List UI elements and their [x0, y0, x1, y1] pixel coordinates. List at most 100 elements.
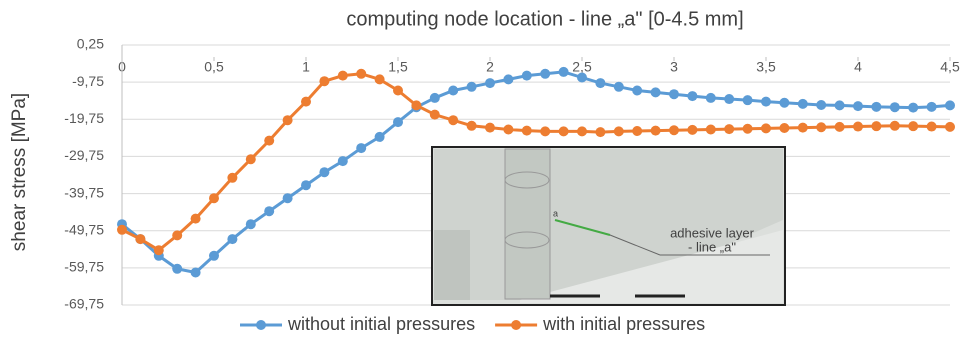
data-point: [319, 167, 329, 177]
data-point: [522, 71, 532, 81]
x-tick-label: 4,5: [940, 59, 960, 75]
data-point: [393, 117, 403, 127]
data-point: [430, 93, 440, 103]
inset-image: a adhesive layer - line „a": [432, 147, 785, 305]
x-tick-label: 1: [302, 59, 310, 75]
data-point: [540, 69, 550, 79]
data-point: [172, 264, 182, 274]
data-point: [264, 206, 274, 216]
data-point: [816, 122, 826, 132]
data-point: [467, 121, 477, 131]
inset-label: adhesive layer: [670, 225, 754, 240]
y-tick-label: 0,25: [77, 36, 104, 52]
data-point: [393, 86, 403, 96]
chart: computing node location - line „a" [0-4.…: [0, 0, 965, 338]
data-point: [191, 214, 201, 224]
data-point: [135, 234, 145, 244]
data-point: [283, 193, 293, 203]
data-point: [908, 121, 918, 131]
data-point: [448, 115, 458, 125]
data-point: [853, 122, 863, 132]
data-point: [779, 123, 789, 133]
y-tick-label: -59,75: [64, 259, 104, 275]
data-point: [172, 230, 182, 240]
legend-marker: [511, 320, 521, 330]
data-point: [651, 126, 661, 136]
data-point: [117, 225, 127, 235]
data-point: [651, 87, 661, 97]
data-point: [356, 143, 366, 153]
data-point: [761, 97, 771, 107]
data-point: [338, 71, 348, 81]
x-tick-label: 2,5: [572, 59, 592, 75]
data-point: [687, 125, 697, 135]
data-point: [871, 121, 881, 131]
data-point: [338, 156, 348, 166]
data-point: [945, 122, 955, 132]
data-point: [743, 124, 753, 134]
data-point: [154, 245, 164, 255]
data-point: [559, 67, 569, 77]
data-point: [724, 94, 734, 104]
x-tick-label: 1,5: [388, 59, 408, 75]
data-point: [835, 100, 845, 110]
data-point: [595, 78, 605, 88]
data-point: [503, 74, 513, 84]
data-point: [503, 125, 513, 135]
y-tick-label: -9,75: [72, 73, 104, 89]
data-point: [319, 76, 329, 86]
data-point: [485, 123, 495, 133]
data-point: [375, 74, 385, 84]
inset-marker: a: [553, 208, 558, 218]
legend-label: with initial pressures: [542, 314, 705, 334]
y-tick-label: -49,75: [64, 221, 104, 237]
data-point: [927, 102, 937, 112]
data-point: [706, 125, 716, 135]
data-point: [430, 110, 440, 120]
y-axis-label: shear stress [MPa]: [9, 93, 30, 251]
data-point: [724, 124, 734, 134]
data-point: [522, 126, 532, 136]
data-point: [283, 115, 293, 125]
data-point: [356, 69, 366, 79]
data-point: [246, 154, 256, 164]
data-point: [209, 251, 219, 261]
data-point: [743, 95, 753, 105]
data-point: [614, 82, 624, 92]
data-point: [540, 126, 550, 136]
chart-title: computing node location - line „a" [0-4.…: [346, 8, 743, 30]
data-point: [577, 73, 587, 83]
data-point: [191, 268, 201, 278]
data-point: [375, 132, 385, 142]
data-point: [853, 101, 863, 111]
data-point: [595, 127, 605, 137]
data-point: [411, 100, 421, 110]
legend-marker: [256, 320, 266, 330]
data-point: [835, 122, 845, 132]
data-point: [264, 136, 274, 146]
x-tick-label: 2: [486, 59, 494, 75]
data-point: [890, 121, 900, 131]
data-point: [779, 98, 789, 108]
data-point: [301, 97, 311, 107]
data-point: [614, 126, 624, 136]
data-point: [227, 234, 237, 244]
x-tick-label: 0,5: [204, 59, 224, 75]
data-point: [927, 122, 937, 132]
y-tick-label: -39,75: [64, 184, 104, 200]
data-point: [871, 102, 881, 112]
data-point: [485, 78, 495, 88]
data-point: [687, 91, 697, 101]
data-point: [669, 89, 679, 99]
data-point: [448, 86, 458, 96]
data-point: [945, 100, 955, 110]
y-tick-label: -69,75: [64, 296, 104, 312]
data-point: [577, 126, 587, 136]
data-point: [761, 123, 771, 133]
data-point: [301, 180, 311, 190]
data-point: [669, 125, 679, 135]
data-point: [632, 86, 642, 96]
data-point: [798, 123, 808, 133]
x-tick-label: 3: [670, 59, 678, 75]
y-tick-label: -19,75: [64, 110, 104, 126]
